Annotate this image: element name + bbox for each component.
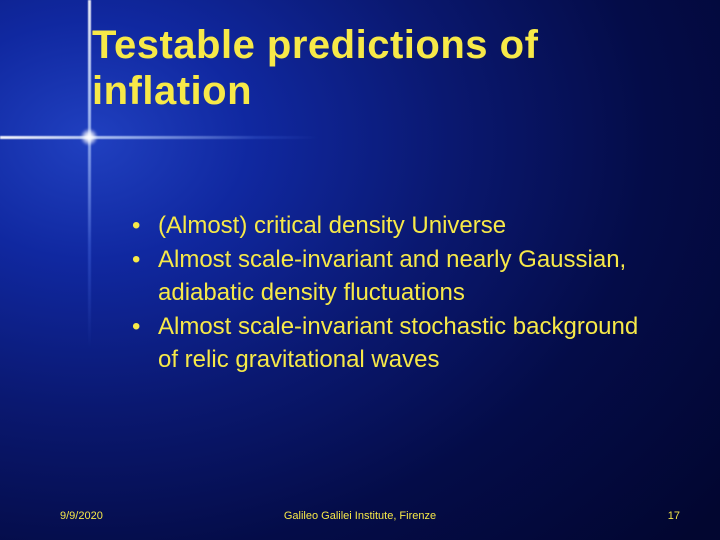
bullet-item: Almost scale-invariant stochastic backgr… <box>132 311 660 376</box>
bullet-item: (Almost) critical density Universe <box>132 210 660 242</box>
footer-venue: Galileo Galilei Institute, Firenze <box>0 510 720 522</box>
bullet-text: Almost scale-invariant and nearly Gaussi… <box>158 246 626 305</box>
bullet-text: (Almost) critical density Universe <box>158 212 506 239</box>
title-line-2: inflation <box>92 69 252 113</box>
bullet-list: (Almost) critical density Universe Almos… <box>132 210 660 378</box>
lens-flare-horizontal <box>0 136 320 139</box>
lens-flare-core <box>80 128 98 146</box>
footer-page-number: 17 <box>668 510 680 522</box>
title-line-1: Testable predictions of <box>92 23 538 67</box>
bullet-text: Almost scale-invariant stochastic backgr… <box>158 313 638 372</box>
lens-flare-vertical <box>88 0 91 350</box>
bullet-item: Almost scale-invariant and nearly Gaussi… <box>132 244 660 309</box>
slide-title: Testable predictions of inflation <box>92 22 538 114</box>
